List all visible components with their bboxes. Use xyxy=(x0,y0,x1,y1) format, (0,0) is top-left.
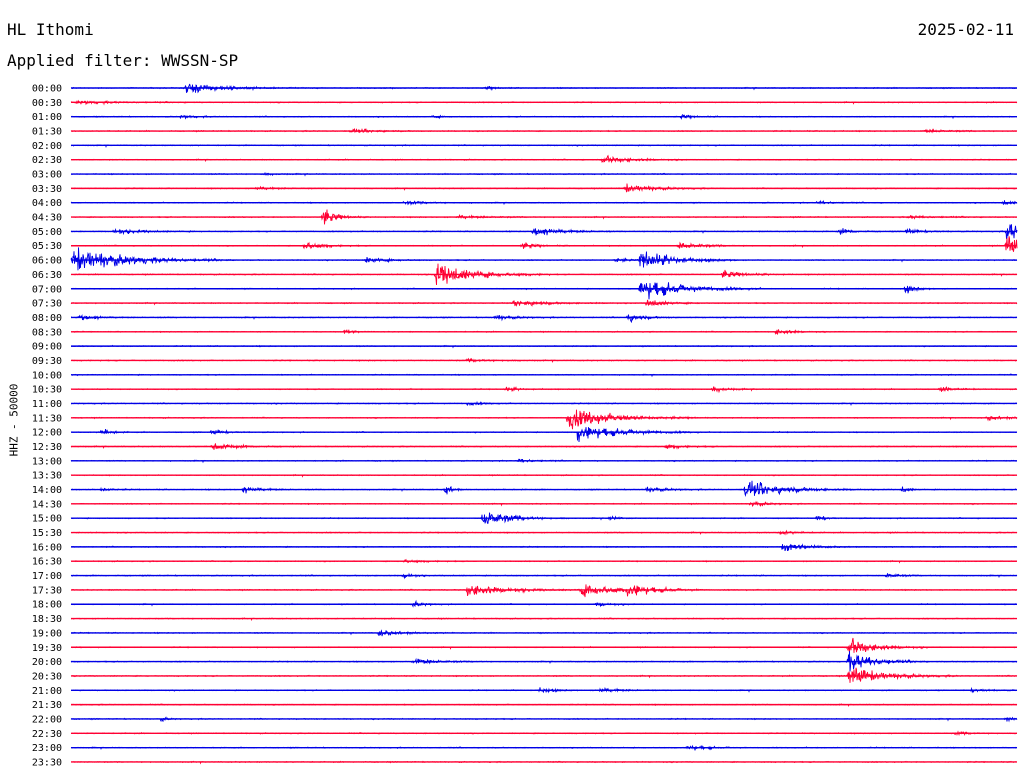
row-time-label: 22:00 xyxy=(32,714,62,725)
row-time-label: 23:00 xyxy=(32,743,62,754)
row-time-label: 08:30 xyxy=(32,327,62,338)
row-time-label: 02:30 xyxy=(32,155,62,166)
row-time-label: 07:00 xyxy=(32,284,62,295)
row-time-label: 19:30 xyxy=(32,643,62,654)
trace-1730 xyxy=(70,584,1018,598)
row-time-label: 12:30 xyxy=(32,442,62,453)
row-time-label: 12:00 xyxy=(32,428,62,439)
row-time-label: 13:30 xyxy=(32,471,62,482)
row-time-label: 04:00 xyxy=(32,198,62,209)
trace-1930 xyxy=(70,637,1018,653)
row-time-label: 10:30 xyxy=(32,385,62,396)
row-time-label: 21:30 xyxy=(32,700,62,711)
row-time-label: 09:30 xyxy=(32,356,62,367)
row-time-label: 07:30 xyxy=(32,299,62,310)
row-time-label: 13:00 xyxy=(32,456,62,467)
row-time-label: 04:30 xyxy=(32,213,62,224)
filter-label: Applied filter: WWSSN-SP xyxy=(7,51,239,70)
date-label: 2025-02-11 xyxy=(917,20,1014,39)
trace-1400 xyxy=(70,480,1017,497)
row-time-label: 14:30 xyxy=(32,499,62,510)
row-time-label: 11:30 xyxy=(32,413,62,424)
row-time-label: 21:00 xyxy=(32,686,62,697)
row-time-label: 09:00 xyxy=(32,342,62,353)
row-time-label: 20:30 xyxy=(32,671,62,682)
row-time-label: 14:00 xyxy=(32,485,62,496)
trace-1200 xyxy=(70,427,1018,443)
row-time-label: 15:30 xyxy=(32,528,62,539)
row-time-label: 01:00 xyxy=(32,112,62,123)
row-time-label: 18:00 xyxy=(32,600,62,611)
row-time-label: 15:00 xyxy=(32,514,62,525)
row-time-label: 18:30 xyxy=(32,614,62,625)
row-time-label: 20:00 xyxy=(32,657,62,668)
row-time-label: 06:30 xyxy=(32,270,62,281)
row-time-label: 17:00 xyxy=(32,571,62,582)
row-time-label: 10:00 xyxy=(32,370,62,381)
row-time-label: 03:00 xyxy=(32,170,62,181)
row-time-label: 16:00 xyxy=(32,542,62,553)
row-time-label: 16:30 xyxy=(32,557,62,568)
row-time-label: 19:00 xyxy=(32,628,62,639)
row-time-label: 03:30 xyxy=(32,184,62,195)
trace-0800 xyxy=(70,314,1018,324)
row-time-label: 06:00 xyxy=(32,256,62,267)
row-time-label: 22:30 xyxy=(32,729,62,740)
row-time-label: 01:30 xyxy=(32,127,62,138)
row-time-label: 02:00 xyxy=(32,141,62,152)
trace-0530 xyxy=(71,236,1018,252)
row-time-label: 05:30 xyxy=(32,241,62,252)
station-title: HL Ithomi xyxy=(7,20,94,39)
trace-1130 xyxy=(70,409,1018,430)
row-time-label: 00:30 xyxy=(32,98,62,109)
row-time-label: 11:00 xyxy=(32,399,62,410)
trace-0700 xyxy=(70,282,1018,300)
row-time-label: 08:00 xyxy=(32,313,62,324)
trace-0230 xyxy=(70,154,1018,164)
trace-0600 xyxy=(70,247,1018,271)
row-time-label: 23:30 xyxy=(32,757,62,768)
row-time-label: 17:30 xyxy=(32,585,62,596)
row-time-label: 00:00 xyxy=(32,84,62,95)
row-time-label: 05:00 xyxy=(32,227,62,238)
